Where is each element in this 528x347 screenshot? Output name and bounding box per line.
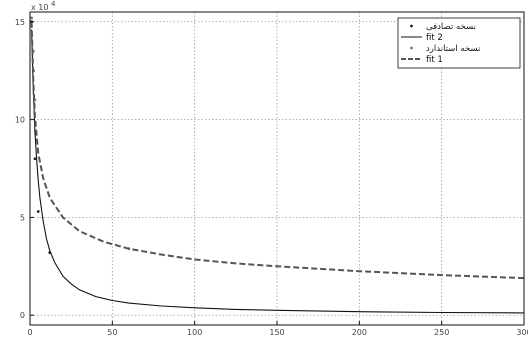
tick-label-x: 200 [352,328,367,337]
axis-ticks: 0 50 100 150 200 250 300 0 5 10 15 x 104 [15,0,528,337]
tick-label-x: 150 [269,328,284,337]
tick-label-x: 250 [434,328,449,337]
data-point [36,210,40,213]
legend-label: fit 1 [426,55,443,65]
data-point [33,157,37,161]
tick-label-x: 0 [27,328,32,337]
series-line [31,29,525,314]
legend-label: نسخه استاندارد [426,44,480,54]
legend-label: نسخه تصادفی [426,22,476,32]
legend-marker [410,46,413,50]
tick-label-y: 10 [15,116,25,125]
series-line [30,21,525,280]
data-point [30,16,34,20]
tick-label-x: 300 [516,328,528,337]
tick-label-x: 50 [107,328,117,337]
legend-label: fit 2 [426,33,443,43]
tick-label-y: 15 [15,18,25,27]
legend-box [397,17,521,69]
y-multiplier-exponent: 4 [51,0,56,8]
tick-label-x: 100 [187,328,202,337]
tick-label-y: 0 [20,311,25,320]
y-multiplier-label: x 10 [31,3,48,12]
plot-series [30,16,525,314]
tick-label-y: 5 [20,213,25,222]
legend-marker [410,24,413,28]
